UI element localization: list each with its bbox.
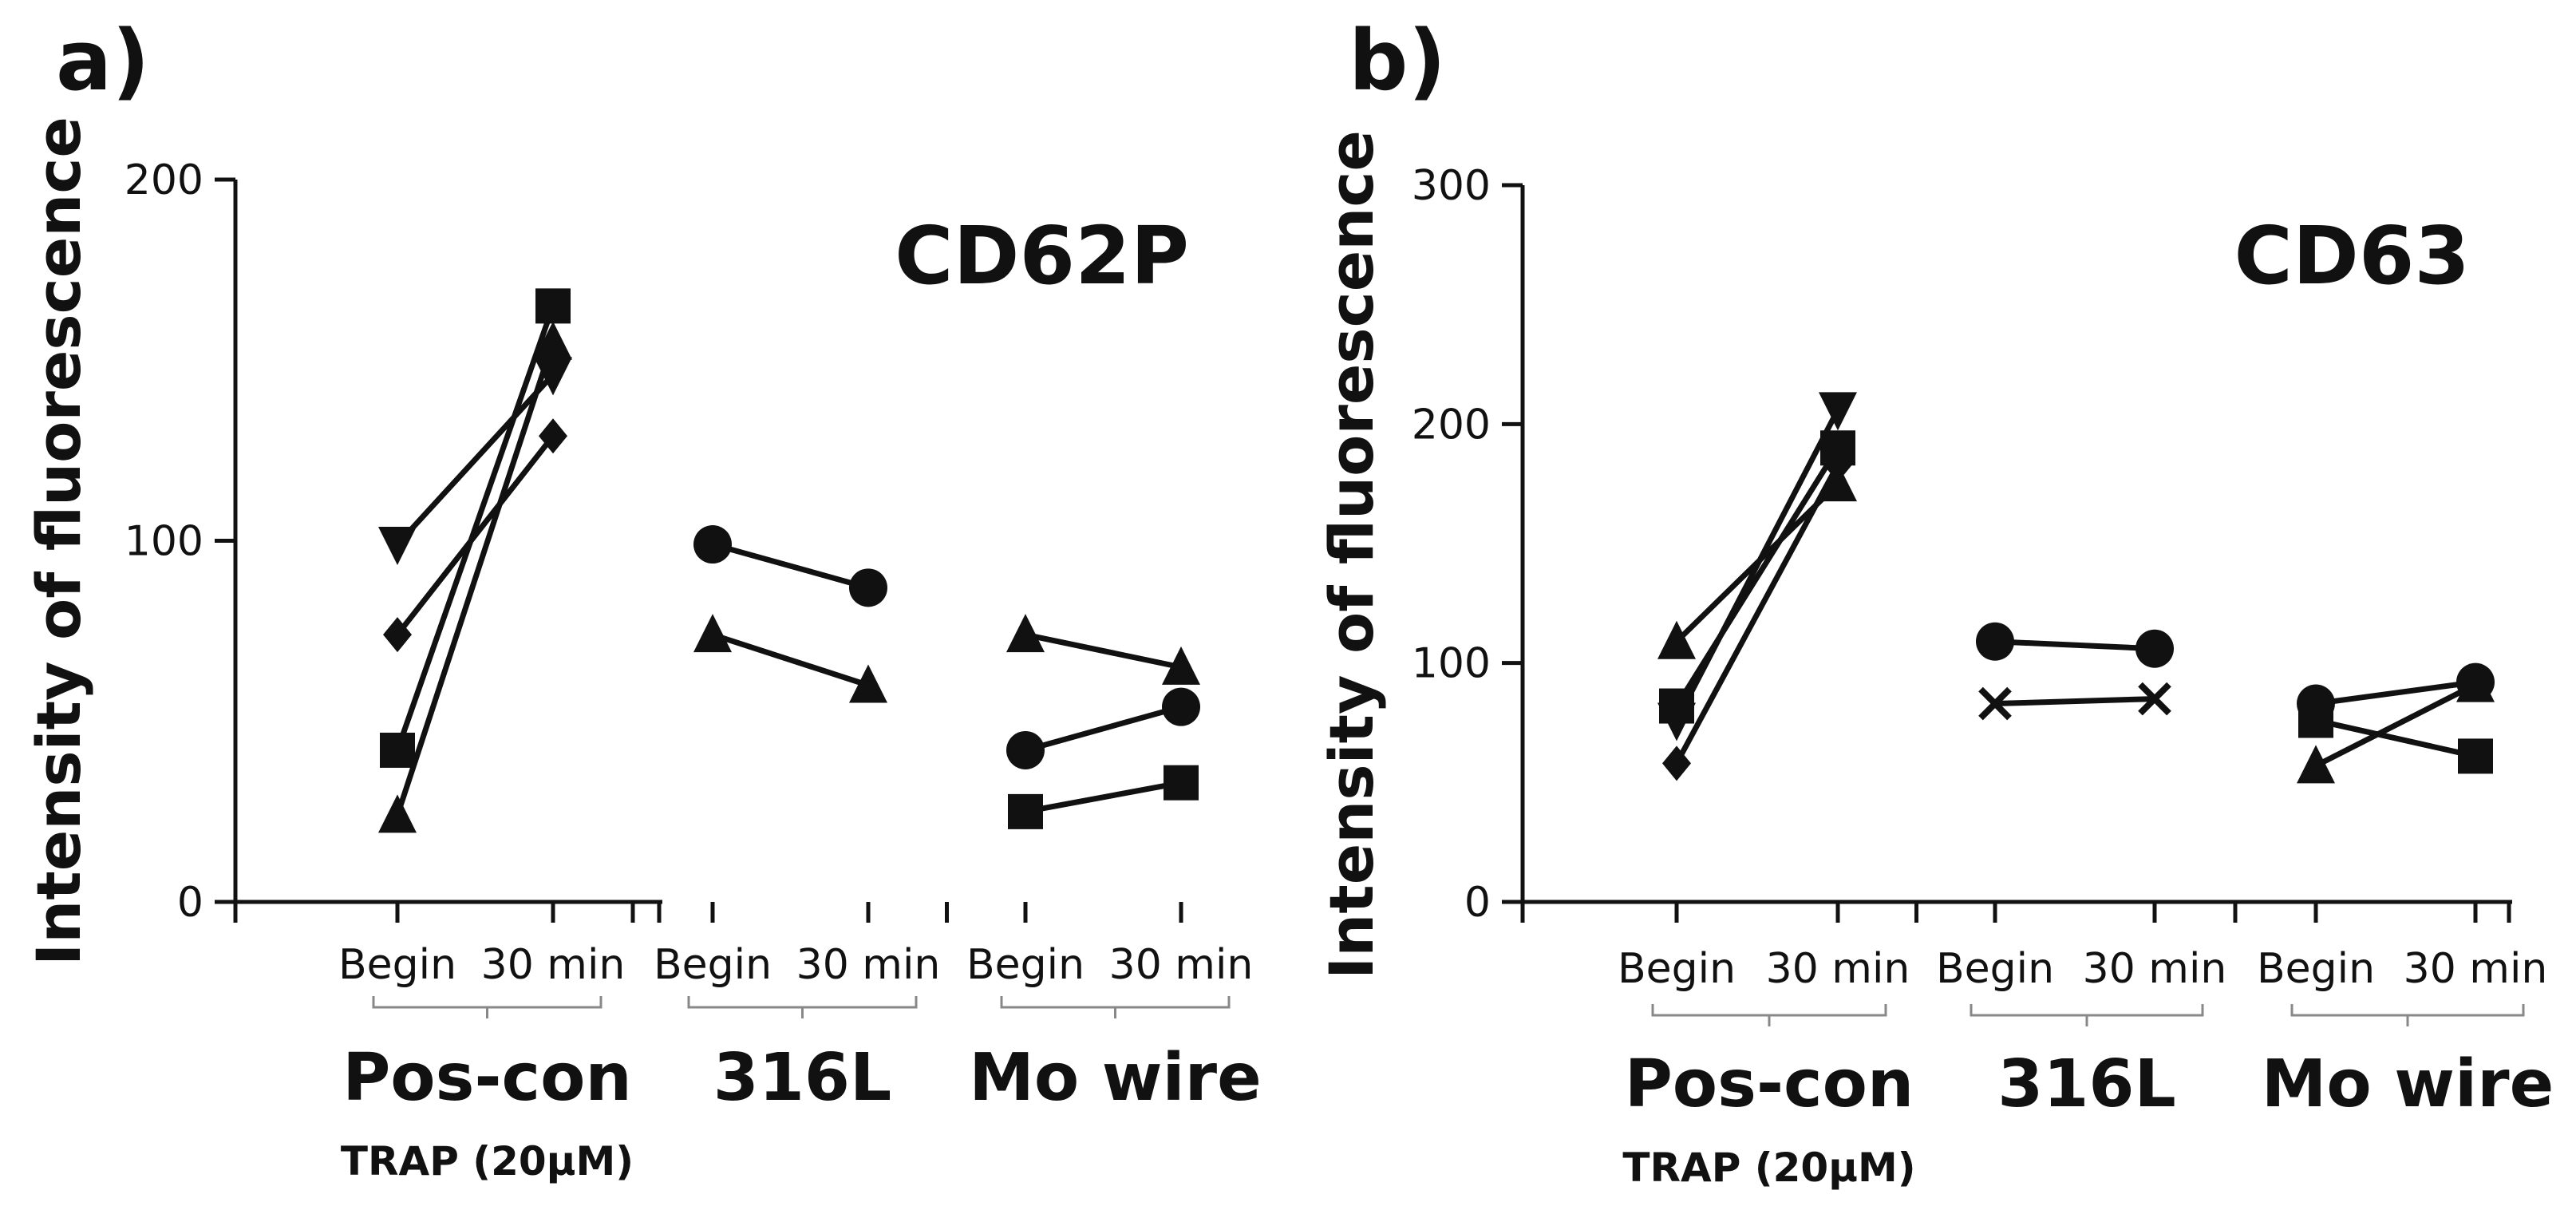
group-label: Pos-con	[1625, 1046, 1914, 1122]
series-line	[1673, 461, 1841, 766]
x-sublabel-begin: Begin	[654, 941, 772, 989]
series-line	[394, 339, 556, 818]
data-point-30min	[1164, 765, 1199, 801]
x-sublabel-begin: Begin	[1618, 945, 1736, 993]
y-tick-label: 100	[1412, 640, 1491, 688]
data-point-begin	[1662, 745, 1691, 781]
data-point-begin	[693, 525, 732, 564]
data-point-begin	[383, 617, 412, 653]
y-axis-label: Intensity of fluorescence	[23, 117, 94, 966]
data-point-begin	[1976, 622, 2014, 661]
series-line	[1992, 639, 2158, 652]
series-line	[394, 303, 556, 753]
data-point-30min	[1162, 646, 1200, 685]
group-label: 316L	[1997, 1046, 2175, 1122]
data-point-begin	[1008, 793, 1043, 829]
group-sublabel: TRAP (20µM)	[341, 1138, 634, 1184]
group-bracket	[2290, 1004, 2525, 1026]
panel-label: b)	[1349, 12, 1446, 109]
y-tick-label: 0	[1464, 879, 1491, 927]
x-sublabel-begin: Begin	[1936, 945, 2054, 993]
data-point-begin	[1006, 730, 1045, 769]
series-line	[2313, 682, 2479, 769]
series-line	[1673, 445, 1841, 710]
x-sublabel-begin: Begin	[966, 941, 1085, 989]
panel-label: a)	[56, 12, 150, 109]
x-sublabel-30min: 30 min	[796, 941, 941, 989]
x-sublabel-30min: 30 min	[2083, 945, 2227, 993]
data-point-30min	[2138, 682, 2171, 716]
series-line	[2313, 718, 2479, 759]
y-tick-label: 0	[177, 879, 203, 927]
data-point-begin	[378, 794, 417, 833]
series-line	[2313, 679, 2479, 707]
x-sublabel-30min: 30 min	[2404, 945, 2548, 993]
data-point-begin	[380, 732, 415, 768]
data-point-begin	[1657, 620, 1696, 659]
data-point-30min	[1823, 447, 1852, 483]
group-label: Pos-con	[342, 1040, 632, 1116]
x-sublabel-30min: 30 min	[1766, 945, 1910, 993]
group-bracket	[1970, 1004, 2204, 1026]
series-line	[709, 541, 871, 591]
data-point-begin	[1657, 702, 1696, 741]
data-point-30min	[1162, 687, 1200, 726]
series-line	[394, 371, 556, 548]
data-point-30min	[535, 288, 571, 324]
data-point-30min	[534, 357, 572, 396]
group-sublabel: TRAP (20µM)	[1622, 1145, 1915, 1191]
group-bracket	[1000, 996, 1231, 1018]
data-point-30min	[2458, 738, 2493, 774]
series-line	[1022, 631, 1184, 670]
data-point-begin	[1978, 686, 2012, 721]
group-bracket	[1651, 1004, 1887, 1026]
series-line	[709, 631, 871, 688]
data-point-begin	[693, 614, 732, 653]
series-line	[1022, 780, 1184, 815]
x-sublabel-30min: 30 min	[481, 941, 626, 989]
x-sublabel-begin: Begin	[2257, 945, 2375, 993]
marker-annotation: CD63	[2234, 209, 2470, 303]
series-line	[1673, 406, 1841, 724]
y-tick-label: 300	[1412, 162, 1491, 210]
y-tick-label: 100	[124, 518, 203, 566]
group-bracket	[687, 996, 918, 1018]
data-point-begin	[2297, 745, 2335, 784]
data-point-30min	[539, 418, 567, 454]
series-line	[1992, 696, 2158, 707]
data-point-begin	[1006, 614, 1045, 653]
data-point-begin	[378, 527, 417, 566]
data-point-30min	[1819, 392, 1857, 431]
y-tick-label: 200	[1412, 401, 1491, 449]
y-tick-label: 200	[124, 156, 203, 204]
data-point-30min	[2456, 663, 2495, 702]
data-point-begin	[2298, 702, 2333, 738]
x-sublabel-begin: Begin	[338, 941, 456, 989]
x-sublabel-30min: 30 min	[1109, 941, 1254, 989]
marker-annotation: CD62P	[895, 209, 1189, 303]
group-label: Mo wire	[969, 1040, 1261, 1116]
group-label: 316L	[713, 1040, 891, 1116]
data-point-30min	[849, 568, 887, 607]
y-axis-label: Intensity of fluorescence	[1316, 130, 1387, 979]
data-point-30min	[2135, 629, 2174, 668]
data-point-30min	[534, 321, 572, 360]
group-bracket	[372, 996, 603, 1018]
series-line	[394, 433, 556, 638]
group-label: Mo wire	[2262, 1046, 2554, 1122]
data-point-30min	[849, 664, 887, 703]
series-line	[1022, 704, 1184, 753]
